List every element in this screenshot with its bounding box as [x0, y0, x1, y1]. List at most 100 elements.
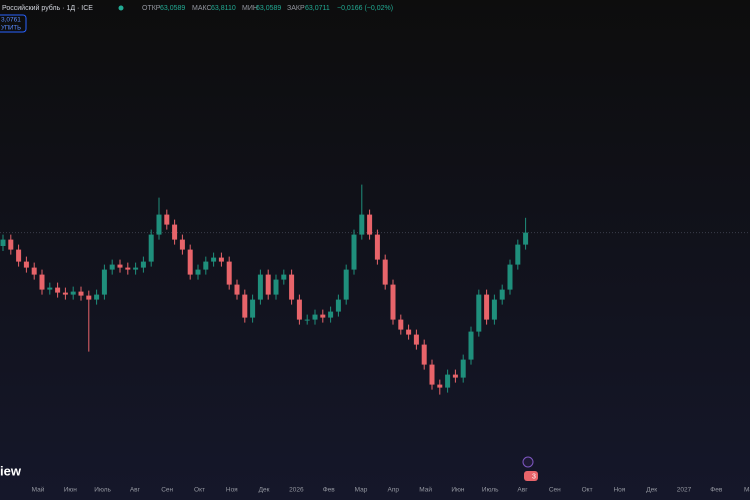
x-tick-label: Окт [194, 487, 205, 494]
candle-body [164, 214, 170, 225]
x-tick-label: Июн [64, 487, 78, 494]
candle-body [179, 239, 185, 250]
candle-body [16, 249, 22, 262]
candle-body [203, 261, 209, 270]
x-tick-label: 2026 [289, 487, 304, 494]
candle-body [460, 359, 466, 378]
open-label: ОТКР [142, 5, 161, 12]
candle-body [281, 274, 287, 280]
candle-body [242, 294, 248, 318]
candle-body [437, 384, 443, 388]
candle-body [476, 294, 482, 332]
candle-body [468, 331, 474, 360]
x-tick-label: Июль [482, 487, 499, 494]
candle-body [328, 311, 334, 318]
candle-body [289, 274, 295, 300]
candle-body [335, 299, 341, 312]
x-tick-label: Авг [130, 487, 141, 494]
candle-body [250, 299, 256, 318]
x-tick-label: Дек [646, 487, 657, 494]
x-tick-label: Апр [388, 487, 400, 494]
candle-body [351, 234, 357, 270]
candle-body [445, 374, 451, 388]
x-tick-label: Авг [517, 487, 528, 494]
x-tick-label: Фев [323, 487, 336, 494]
candle-body [507, 264, 513, 290]
candle-body [148, 234, 154, 262]
candle-body [374, 234, 380, 260]
candle-body [421, 344, 427, 365]
legend-bar: Российский рубль · 1Д · ICE ОТКР 63,0589… [2, 4, 393, 12]
candle-body [296, 299, 302, 320]
x-tick-label: Сен [549, 487, 561, 494]
candle-body [226, 261, 232, 285]
candle-body [117, 264, 123, 268]
close-label: ЗАКР [287, 5, 305, 12]
candle-body [398, 319, 404, 330]
candle-body [515, 244, 521, 265]
candle-body [218, 257, 224, 262]
open-value: 63,0589 [160, 5, 185, 12]
x-tick-label: Май [419, 486, 432, 494]
candle-body [187, 249, 193, 275]
logo: iew [0, 463, 22, 478]
candle-body [491, 299, 497, 320]
candle-body [211, 257, 217, 262]
candle-body [234, 284, 240, 295]
time-axis: Май Июн Июль Авг Сен Окт Ноя Дек 2026 Фев Мар Апр Ма… [32, 486, 750, 494]
candle-body [31, 267, 37, 275]
candle-body [312, 314, 318, 320]
candle-body [367, 214, 373, 235]
candle-body [413, 334, 419, 345]
candle-body [406, 329, 412, 335]
candle-body [156, 214, 162, 235]
x-tick-label: Сен [161, 487, 173, 494]
candle-body [62, 292, 68, 295]
candle-body [133, 267, 139, 270]
candle-body [172, 224, 178, 240]
candle-body [0, 239, 6, 246]
candle-body [101, 269, 107, 295]
candle-body [125, 267, 131, 270]
plot-area [0, 184, 750, 395]
trade-box[interactable] [0, 14, 27, 33]
x-tick-label: Фев [710, 487, 723, 494]
event-icon[interactable] [522, 456, 534, 468]
candle-body [86, 295, 92, 300]
candle-body [39, 274, 45, 290]
candle-body [273, 279, 279, 295]
x-tick-label: Июн [451, 487, 465, 494]
candle-body [484, 294, 490, 320]
status-dot [118, 5, 124, 11]
candle-body [304, 319, 310, 321]
x-tick-label: Окт [582, 487, 593, 494]
candle-body [8, 239, 14, 250]
candle-body [390, 284, 396, 320]
candle-body [452, 374, 458, 378]
candle-body [70, 291, 76, 295]
candle-body [499, 289, 505, 300]
candle-body [23, 261, 29, 268]
low-value: 63,0589 [256, 5, 281, 12]
candle-body [359, 214, 365, 235]
buy-button[interactable]: УПИТЬ [1, 26, 21, 32]
x-tick-label: 2027 [677, 487, 692, 494]
candle-body [257, 274, 263, 300]
low-label: МИН [242, 5, 258, 12]
candle-body [55, 287, 61, 293]
candle-body [343, 269, 349, 300]
candle-body [195, 269, 201, 275]
x-tick-label: Ма [744, 487, 750, 494]
candle-body [382, 259, 388, 285]
high-label: МАКС [192, 5, 212, 12]
candle-body [320, 314, 326, 318]
x-tick-label: Ноя [613, 487, 625, 494]
event-badge[interactable] [524, 471, 538, 481]
x-tick-label: Май [32, 486, 45, 494]
x-tick-label: Дек [259, 487, 270, 494]
event-count: 3 [532, 473, 536, 480]
x-tick-label: Мар [355, 487, 368, 494]
candle-body [265, 274, 271, 295]
candle-body [47, 287, 53, 290]
